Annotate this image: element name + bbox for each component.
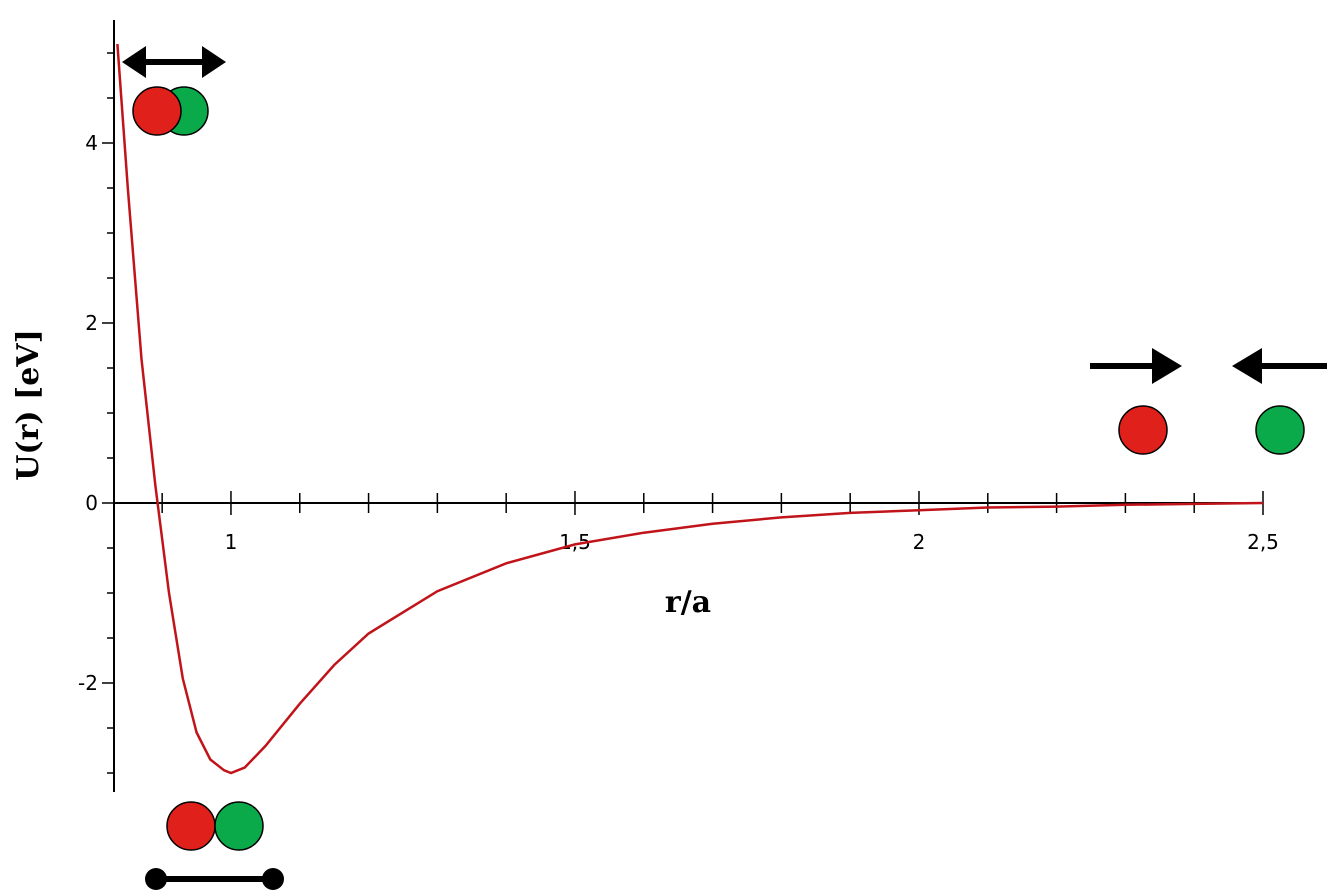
x-tick-label: 1 [225, 530, 238, 554]
bond-icon [145, 868, 284, 890]
repulsion-illustration [122, 46, 226, 136]
y-tick-label: 4 [85, 131, 98, 155]
atom-a-overlapping [132, 86, 182, 136]
x-tick-label: 2,5 [1247, 530, 1279, 554]
axes [113, 20, 1263, 792]
series-line-potential [116, 43, 1264, 775]
y-tick-label: -2 [78, 671, 98, 695]
double-arrow-icon [122, 46, 226, 78]
x-axis-title: r/a [665, 585, 711, 620]
x-tick-label: 2 [913, 530, 926, 554]
y-axis-title: U(r) [eV] [11, 329, 46, 481]
attraction-illustration [1090, 348, 1327, 455]
atom-a-bonded [166, 801, 216, 851]
x-ticks: 1 1,5 2 2,5 [161, 491, 1279, 554]
arrow-right-icon [1090, 348, 1182, 384]
atom-b-separated [1255, 405, 1305, 455]
y-tick-label: 0 [85, 491, 98, 515]
y-tick-label: 2 [85, 311, 98, 335]
bonded-illustration [145, 801, 284, 890]
atom-a-separated [1118, 405, 1168, 455]
y-ticks: -2 0 2 4 [78, 52, 114, 774]
arrow-left-icon [1232, 348, 1327, 384]
atom-b-bonded [214, 801, 264, 851]
